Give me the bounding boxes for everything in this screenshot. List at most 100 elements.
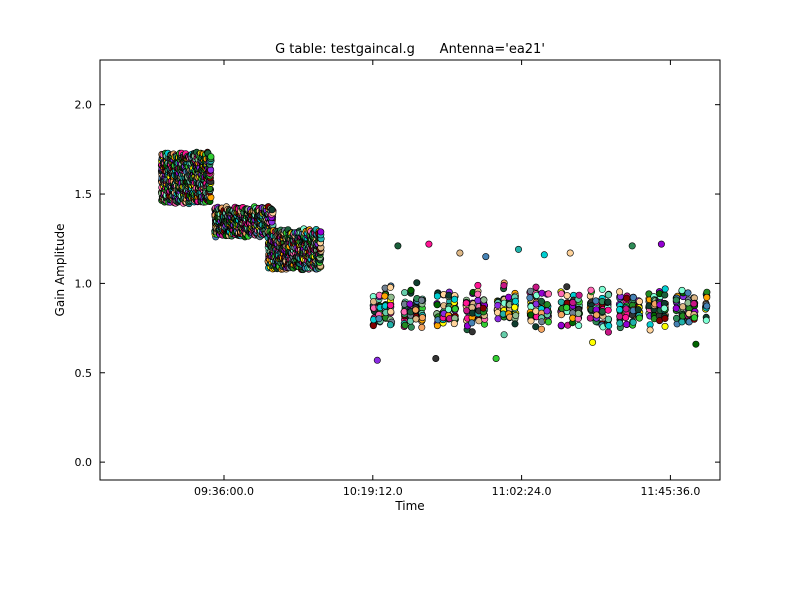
data-point: [373, 356, 381, 364]
x-tick-label: 11:45:36.0: [640, 485, 700, 498]
data-point: [623, 320, 631, 328]
data-point: [605, 322, 613, 330]
data-point: [684, 289, 692, 297]
data-point: [511, 303, 519, 311]
data-point: [661, 322, 669, 330]
y-axis-ticks: 0.0 0.5 1.0 1.5 2.0: [75, 99, 720, 469]
data-point: [574, 309, 582, 317]
data-point: [445, 291, 453, 299]
data-point: [557, 321, 565, 329]
data-point: [450, 320, 458, 328]
data-point: [589, 338, 597, 346]
data-point: [433, 292, 441, 300]
data-point: [268, 206, 276, 214]
data-point: [479, 304, 487, 312]
data-point: [563, 292, 571, 300]
data-point: [394, 242, 402, 250]
data-point: [511, 320, 519, 328]
data-point: [381, 292, 389, 300]
data-point: [418, 296, 426, 304]
data-point: [369, 322, 377, 330]
data-point: [592, 297, 600, 305]
data-point: [407, 323, 415, 331]
data-point: [543, 301, 551, 309]
data-point: [690, 300, 698, 308]
data-point: [474, 281, 482, 289]
data-point: [537, 297, 545, 305]
data-point: [387, 308, 395, 316]
data-point: [635, 314, 643, 322]
data-point: [387, 293, 395, 301]
data-point: [604, 298, 612, 306]
data-point: [451, 295, 459, 303]
data-point: [616, 288, 624, 296]
data-point: [661, 285, 669, 293]
data-point: [616, 319, 624, 327]
data-point: [494, 315, 502, 323]
data-point: [566, 249, 574, 257]
data-point: [684, 299, 692, 307]
data-point: [629, 293, 637, 301]
plot-frame: [99, 59, 721, 481]
data-point: [623, 294, 631, 302]
data-point: [418, 314, 426, 322]
data-point: [401, 321, 409, 329]
scatter-points: [157, 148, 711, 364]
y-tick-label: 1.0: [75, 277, 93, 290]
y-axis-label: Gain Amplitude: [53, 224, 67, 317]
data-point: [678, 286, 686, 294]
x-tick-label: 09:36:00.0: [194, 485, 254, 498]
data-point: [557, 290, 565, 298]
data-point: [433, 301, 441, 309]
data-point: [425, 240, 433, 248]
data-point: [604, 306, 612, 314]
data-point: [690, 314, 698, 322]
data-point: [505, 293, 513, 301]
data-point: [563, 304, 571, 312]
data-point: [563, 283, 571, 291]
data-point: [657, 240, 665, 248]
data-point: [500, 331, 508, 339]
data-point: [386, 283, 394, 291]
data-point: [634, 306, 642, 314]
data-point: [575, 321, 583, 329]
data-point: [407, 286, 415, 294]
data-point: [557, 311, 565, 319]
data-point: [207, 166, 215, 174]
data-point: [544, 290, 552, 298]
y-tick-label: 0.5: [75, 367, 93, 380]
data-point: [386, 321, 394, 329]
y-tick-label: 2.0: [75, 99, 93, 112]
data-point: [604, 291, 612, 299]
data-point: [598, 307, 606, 315]
data-point: [703, 302, 711, 310]
data-point: [474, 290, 482, 298]
data-point: [616, 312, 624, 320]
data-point: [532, 283, 540, 291]
data-point: [418, 323, 426, 331]
data-point: [480, 296, 488, 304]
data-point: [468, 319, 476, 327]
data-point: [526, 294, 534, 302]
data-point: [661, 314, 669, 322]
data-point: [537, 325, 545, 333]
data-point: [628, 242, 636, 250]
data-point: [703, 293, 711, 301]
data-point: [482, 253, 490, 261]
data-point: [500, 281, 508, 289]
data-point: [622, 305, 630, 313]
data-point: [586, 314, 594, 322]
x-tick-label: 11:02:24.0: [492, 485, 552, 498]
data-point: [575, 291, 583, 299]
data-point: [475, 317, 483, 325]
data-point: [678, 318, 686, 326]
data-point: [646, 326, 654, 334]
data-point: [660, 304, 668, 312]
data-point: [543, 307, 551, 315]
chart-title: G table: testgaincal.g Antenna='ea21': [275, 42, 545, 57]
data-point: [587, 286, 595, 294]
data-point: [412, 306, 420, 314]
data-point: [598, 285, 606, 293]
